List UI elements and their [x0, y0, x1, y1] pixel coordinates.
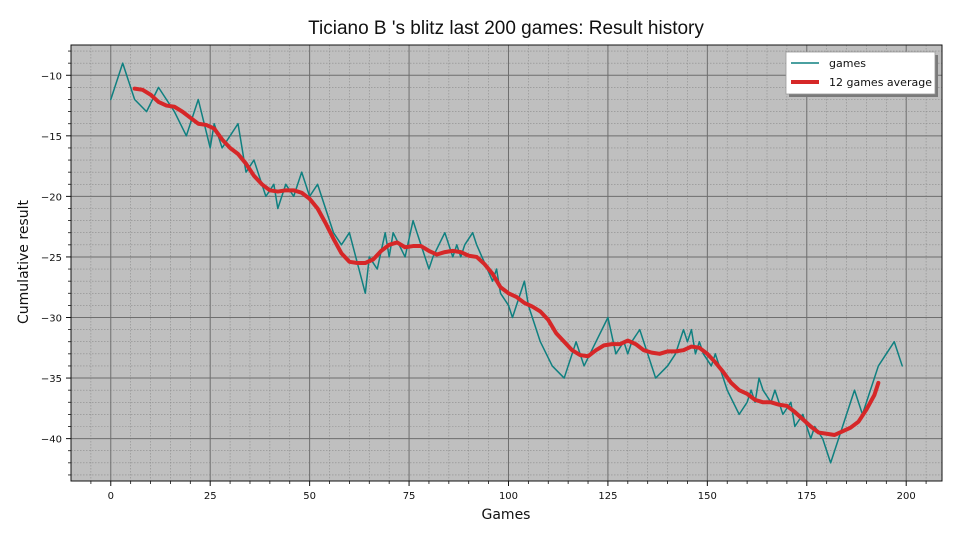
y-axis-label: Cumulative result: [16, 200, 32, 324]
chart-title: Ticiano B 's blitz last 200 games: Resul…: [308, 18, 704, 39]
legend: games 12 games average: [785, 51, 938, 97]
x-tick-label: 50: [303, 491, 316, 502]
x-tick-label: 200: [897, 491, 916, 502]
y-tick-label: −35: [41, 374, 62, 385]
x-tick-label: 125: [598, 491, 617, 502]
x-tick-label: 25: [204, 491, 217, 502]
x-tick-label: 0: [108, 491, 114, 502]
legend-box: [785, 51, 936, 95]
x-axis-label: Games: [482, 507, 531, 523]
x-tick-label: 100: [499, 491, 518, 502]
x-tick-label: 150: [698, 491, 717, 502]
x-tick-label: 175: [797, 491, 816, 502]
plot-area: [71, 45, 942, 481]
plot-frame: [70, 44, 943, 482]
y-tick-label: −10: [41, 71, 62, 82]
y-tick-label: −20: [41, 192, 62, 203]
average-series-line: [132, 86, 881, 437]
x-tick-label: 75: [403, 491, 416, 502]
games-series-line: [110, 62, 903, 464]
y-tick-label: −15: [41, 132, 62, 143]
y-tick-label: −30: [41, 314, 62, 325]
legend-entry-label: 12 games average: [829, 76, 932, 89]
legend-entry-label: games: [829, 57, 866, 70]
y-tick-label: −25: [41, 253, 62, 264]
y-tick-label: −40: [41, 435, 62, 446]
